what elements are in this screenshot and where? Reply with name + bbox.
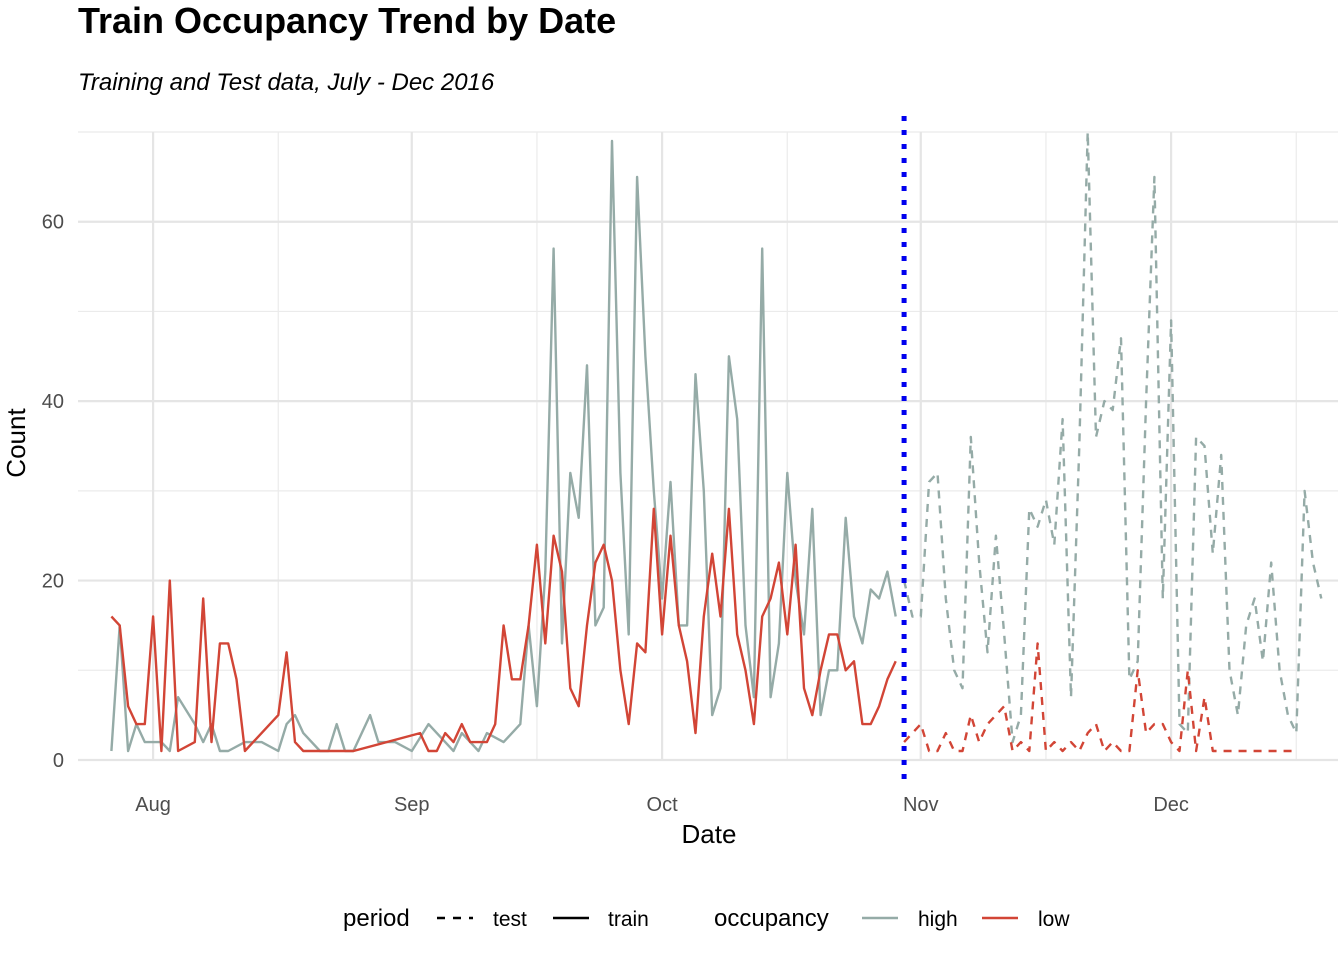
x-tick-label: Nov — [903, 794, 939, 816]
series-line-high-test — [902, 130, 1323, 744]
x-tick-label: Oct — [647, 794, 679, 816]
chart-subtitle: Training and Test data, July - Dec 2016 — [78, 69, 495, 96]
y-axis-title: Count — [1, 408, 31, 478]
legend-title-occupancy: occupancy — [714, 905, 829, 932]
legend: period test train occupancy high low — [343, 905, 1070, 932]
y-tick-label: 0 — [53, 750, 64, 772]
x-axis-ticks: Aug Sep Oct Nov Dec — [135, 794, 1189, 816]
y-axis-ticks: 0 20 40 60 — [42, 212, 64, 772]
legend-label-train: train — [608, 908, 649, 931]
legend-label-high: high — [918, 908, 958, 931]
y-tick-label: 60 — [42, 212, 64, 234]
y-tick-label: 40 — [42, 391, 64, 413]
chart-title: Train Occupancy Trend by Date — [78, 0, 616, 41]
x-tick-label: Sep — [394, 794, 430, 816]
x-tick-label: Aug — [135, 794, 171, 816]
series-line-low-train — [110, 507, 897, 753]
x-tick-label: Dec — [1153, 794, 1189, 816]
major-gridlines — [78, 132, 1338, 762]
series-line-high-train — [110, 139, 897, 753]
series-lines — [110, 130, 1323, 753]
series-line-low-test — [903, 642, 1297, 753]
minor-gridlines — [78, 131, 1338, 760]
legend-title-period: period — [343, 905, 410, 932]
y-tick-label: 20 — [42, 571, 64, 593]
x-axis-title: Date — [682, 819, 737, 849]
legend-label-test: test — [493, 908, 527, 931]
legend-label-low: low — [1038, 908, 1070, 931]
